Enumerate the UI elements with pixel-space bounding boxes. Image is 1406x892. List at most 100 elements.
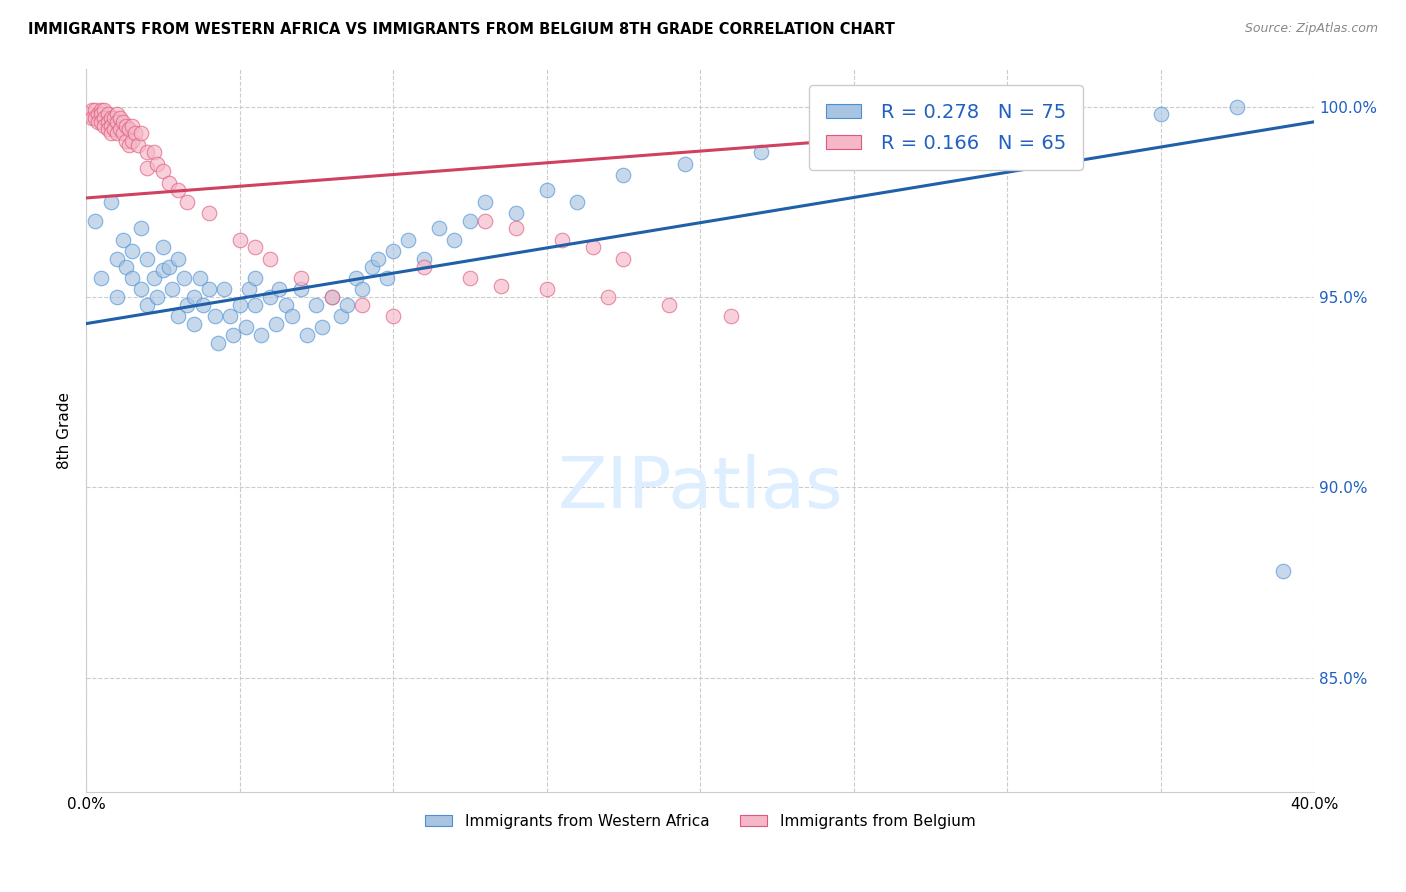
Point	[295, 328, 318, 343]
Point	[167, 252, 190, 266]
Point	[121, 134, 143, 148]
Point	[382, 244, 405, 259]
Point	[100, 194, 122, 209]
Point	[204, 309, 226, 323]
Point	[311, 320, 333, 334]
Point	[136, 161, 159, 175]
Point	[121, 119, 143, 133]
Point	[176, 297, 198, 311]
Point	[84, 111, 107, 125]
Point	[474, 194, 496, 209]
Point	[191, 297, 214, 311]
Point	[103, 111, 125, 125]
Point	[173, 271, 195, 285]
Point	[97, 107, 120, 121]
Point	[82, 111, 104, 125]
Point	[842, 130, 865, 145]
Point	[382, 309, 405, 323]
Point	[329, 309, 352, 323]
Point	[100, 126, 122, 140]
Point	[443, 233, 465, 247]
Point	[259, 290, 281, 304]
Point	[198, 282, 221, 296]
Point	[87, 107, 110, 121]
Point	[115, 260, 138, 274]
Point	[77, 107, 100, 121]
Point	[145, 290, 167, 304]
Point	[93, 111, 115, 125]
Point	[1226, 100, 1249, 114]
Point	[259, 252, 281, 266]
Point	[90, 107, 112, 121]
Point	[290, 282, 312, 296]
Point	[222, 328, 245, 343]
Point	[219, 309, 242, 323]
Point	[207, 335, 229, 350]
Point	[1149, 107, 1171, 121]
Point	[274, 297, 297, 311]
Point	[127, 137, 149, 152]
Point	[243, 297, 266, 311]
Point	[115, 134, 138, 148]
Legend: Immigrants from Western Africa, Immigrants from Belgium: Immigrants from Western Africa, Immigran…	[419, 808, 981, 835]
Point	[105, 107, 128, 121]
Text: ZIPatlas: ZIPatlas	[557, 454, 842, 523]
Point	[97, 115, 120, 129]
Point	[90, 103, 112, 118]
Point	[136, 145, 159, 160]
Point	[367, 252, 389, 266]
Point	[352, 297, 374, 311]
Point	[673, 157, 696, 171]
Point	[489, 278, 512, 293]
Point	[751, 145, 773, 160]
Point	[105, 115, 128, 129]
Point	[93, 103, 115, 118]
Point	[103, 122, 125, 136]
Point	[266, 317, 288, 331]
Point	[412, 260, 434, 274]
Point	[157, 260, 180, 274]
Point	[167, 183, 190, 197]
Point	[396, 233, 419, 247]
Point	[105, 252, 128, 266]
Point	[336, 297, 359, 311]
Point	[118, 137, 141, 152]
Point	[269, 282, 291, 296]
Point	[243, 271, 266, 285]
Point	[188, 271, 211, 285]
Point	[136, 252, 159, 266]
Point	[118, 122, 141, 136]
Point	[235, 320, 257, 334]
Point	[375, 271, 398, 285]
Point	[596, 290, 619, 304]
Point	[97, 122, 120, 136]
Point	[100, 119, 122, 133]
Point	[111, 233, 134, 247]
Point	[228, 297, 250, 311]
Point	[111, 115, 134, 129]
Point	[160, 282, 183, 296]
Point	[1026, 107, 1049, 121]
Point	[474, 214, 496, 228]
Point	[131, 282, 153, 296]
Point	[720, 309, 742, 323]
Point	[111, 126, 134, 140]
Y-axis label: 8th Grade: 8th Grade	[58, 392, 72, 468]
Point	[131, 221, 153, 235]
Point	[238, 282, 260, 296]
Point	[121, 271, 143, 285]
Point	[105, 126, 128, 140]
Point	[321, 290, 343, 304]
Point	[124, 126, 146, 140]
Point	[658, 297, 681, 311]
Point	[84, 103, 107, 118]
Point	[152, 263, 174, 277]
Point	[536, 183, 558, 197]
Point	[108, 111, 131, 125]
Point	[458, 271, 481, 285]
Point	[458, 214, 481, 228]
Point	[142, 145, 165, 160]
Point	[176, 194, 198, 209]
Point	[281, 309, 304, 323]
Point	[136, 297, 159, 311]
